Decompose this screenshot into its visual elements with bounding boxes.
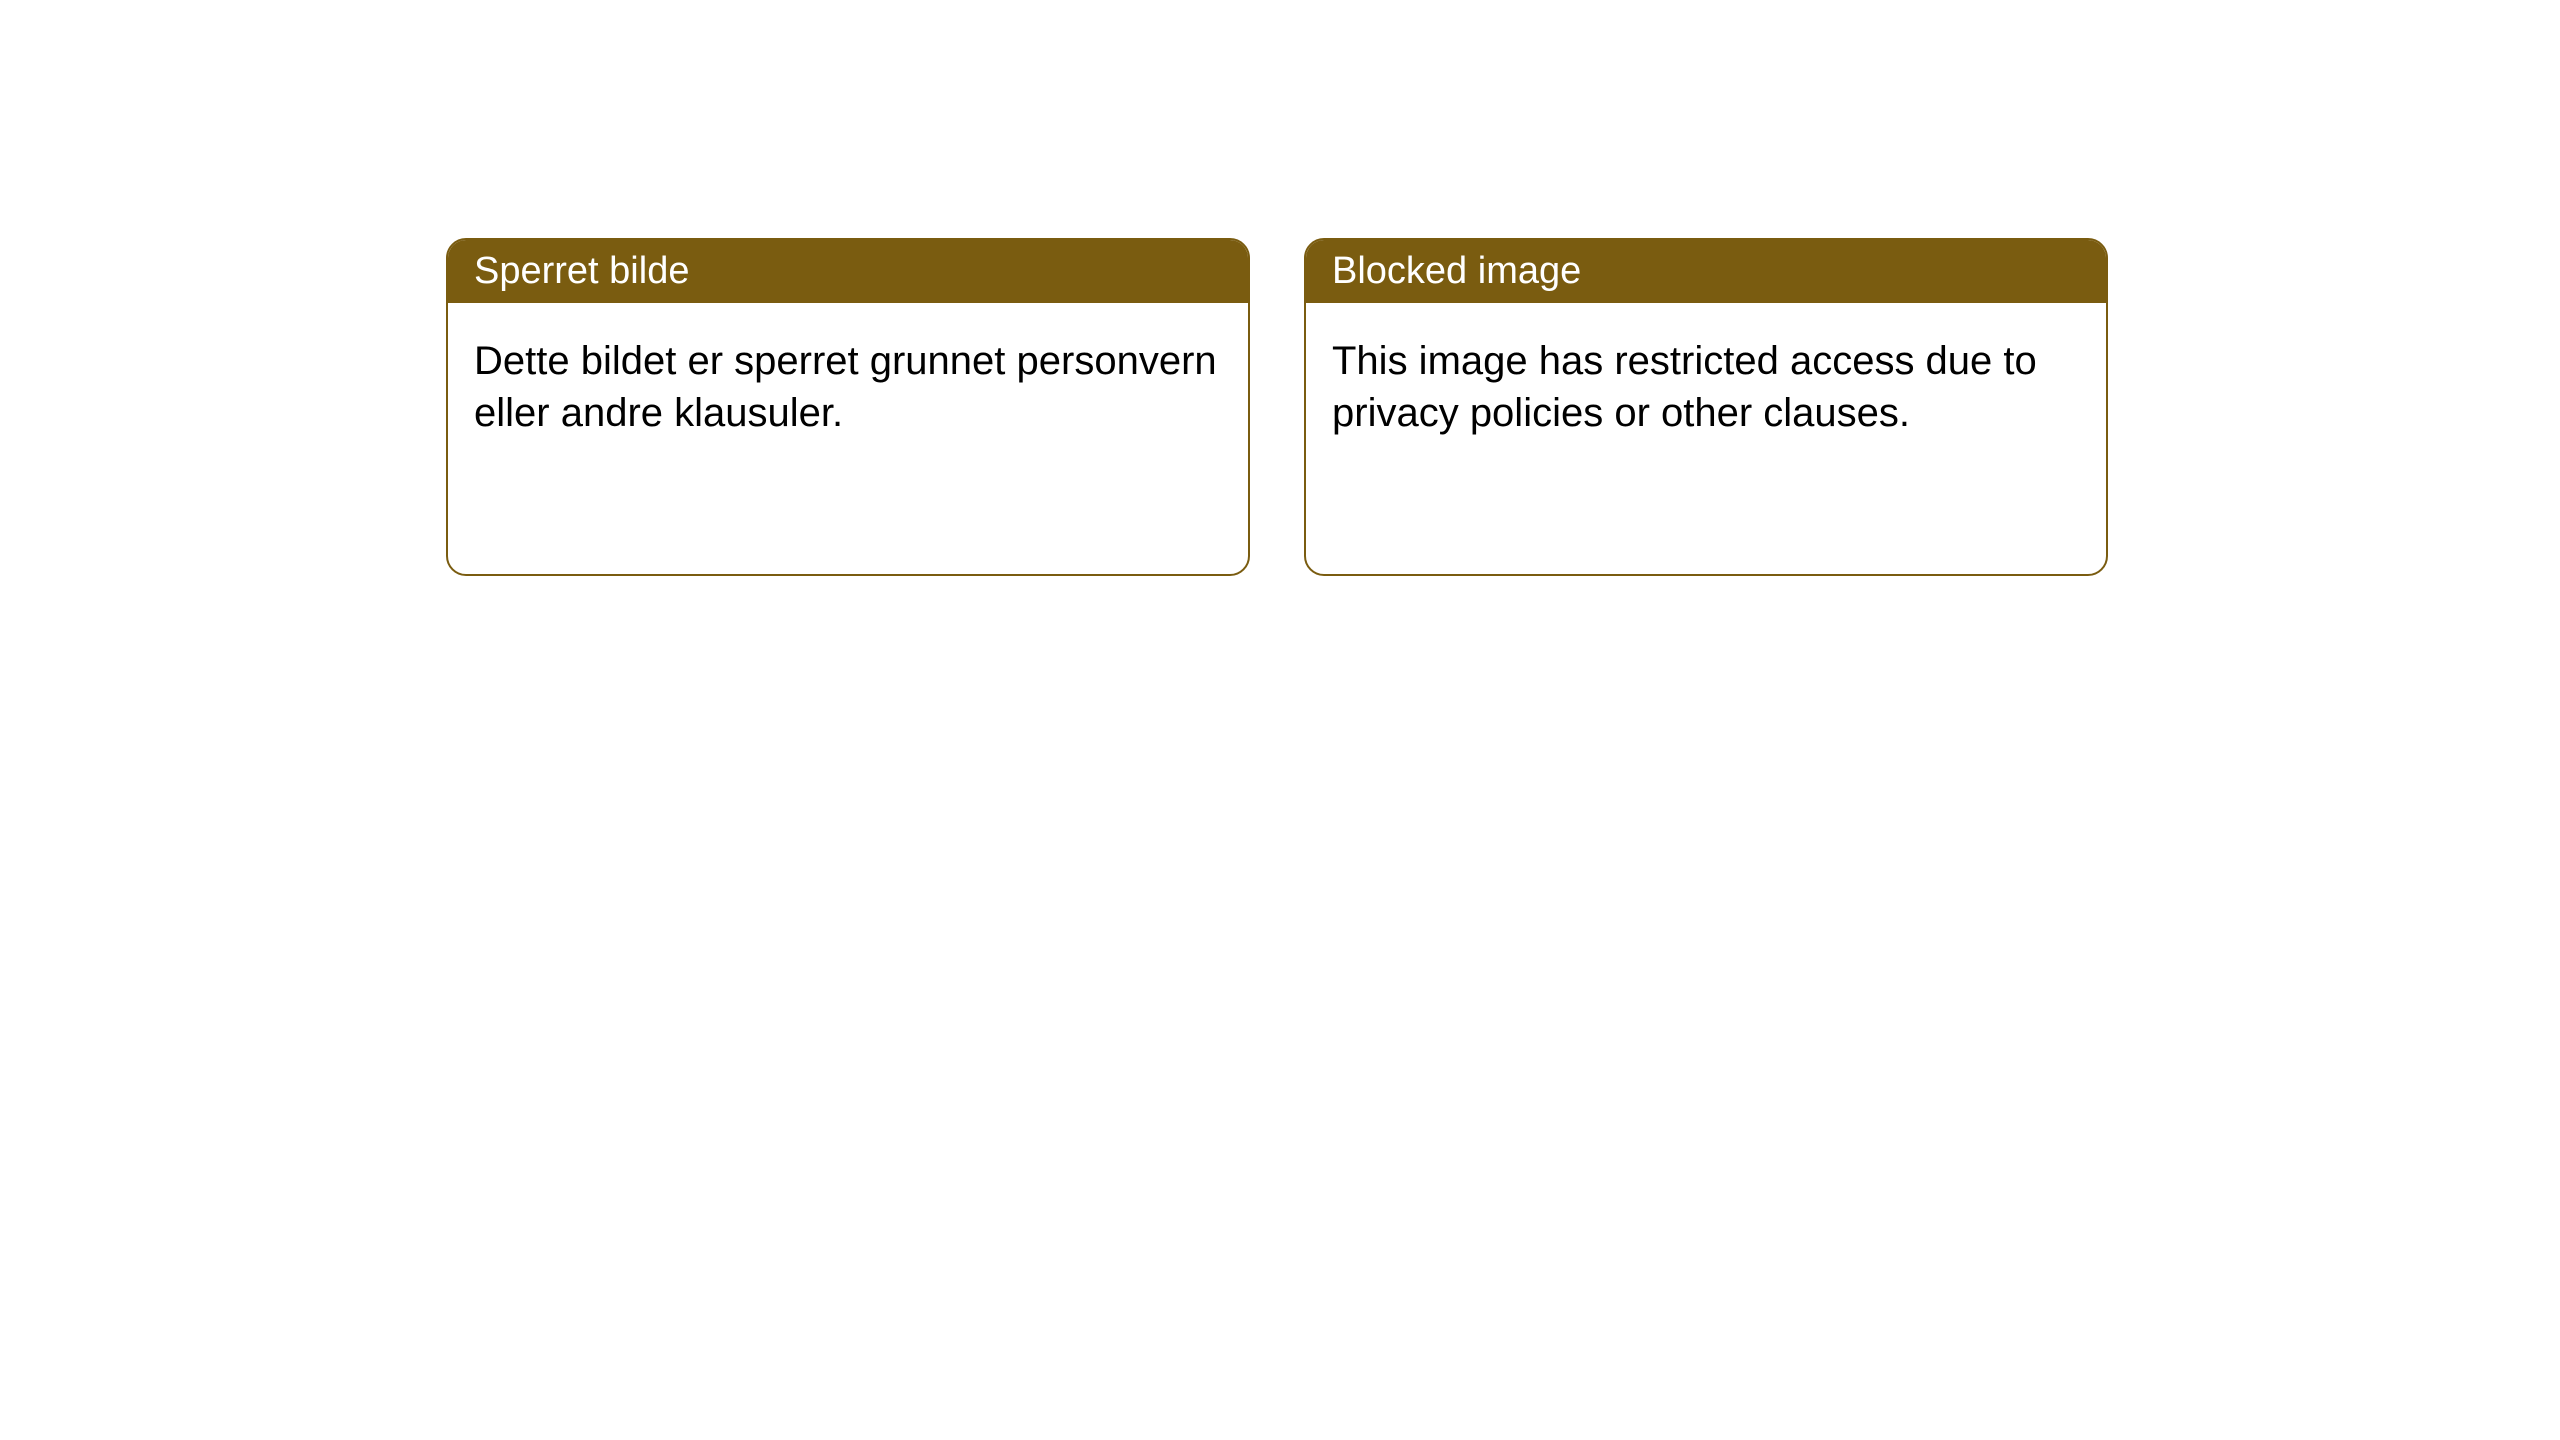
notice-title: Sperret bilde — [474, 250, 689, 292]
notice-card-english: Blocked image This image has restricted … — [1304, 238, 2108, 576]
notice-text: Dette bildet er sperret grunnet personve… — [474, 339, 1217, 435]
notice-header-norwegian: Sperret bilde — [448, 240, 1248, 303]
notice-title: Blocked image — [1332, 250, 1581, 292]
notice-text: This image has restricted access due to … — [1332, 339, 2037, 435]
notice-body-english: This image has restricted access due to … — [1306, 303, 2106, 471]
notice-header-english: Blocked image — [1306, 240, 2106, 303]
notice-body-norwegian: Dette bildet er sperret grunnet personve… — [448, 303, 1248, 471]
notice-card-norwegian: Sperret bilde Dette bildet er sperret gr… — [446, 238, 1250, 576]
notice-container: Sperret bilde Dette bildet er sperret gr… — [446, 238, 2108, 576]
